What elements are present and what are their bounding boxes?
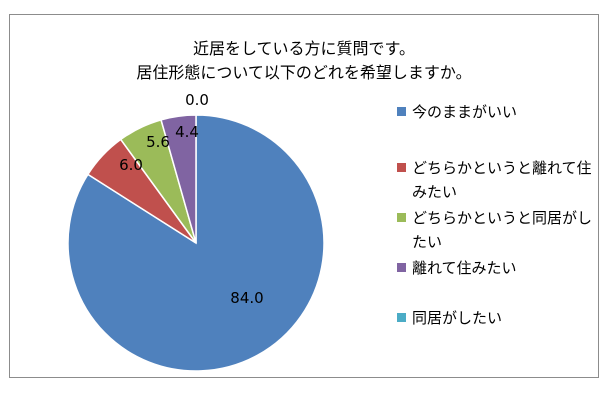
data-label-4: 4.4: [175, 123, 199, 141]
chart-title: 近居をしている方に質問です。 居住形態について以下のどれを希望しますか。: [10, 37, 598, 85]
legend-label-3: どちらかというと同居がしたい: [412, 209, 593, 251]
legend-swatch-4: [397, 263, 406, 272]
legend-label-4: 離れて住みたい: [412, 259, 517, 277]
pie-slice-4: [160, 114, 197, 244]
legend-label-2: どちらかというと離れて住みたい: [412, 159, 592, 201]
data-label-1: 84.0: [230, 289, 263, 307]
legend-label-1: 今のままがいい: [412, 103, 518, 121]
legend-swatch-2: [397, 163, 406, 172]
pie-slices: [67, 114, 325, 372]
data-label-2: 6.0: [119, 156, 143, 174]
chart-title-line-1: 近居をしている方に質問です。: [193, 39, 415, 58]
chart-title-line-2: 居住形態について以下のどれを希望しますか。: [136, 63, 472, 82]
data-label-5: 0.0: [185, 91, 209, 109]
legend-label-5: 同居がしたい: [412, 309, 503, 327]
legend-swatch-1: [397, 107, 406, 116]
legend-swatch-3: [397, 213, 406, 222]
data-label-3: 5.6: [146, 133, 170, 151]
legend-swatch-5: [397, 313, 406, 322]
pie-data-labels: 84.0 6.05.6 4.4 0.0: [119, 91, 264, 307]
